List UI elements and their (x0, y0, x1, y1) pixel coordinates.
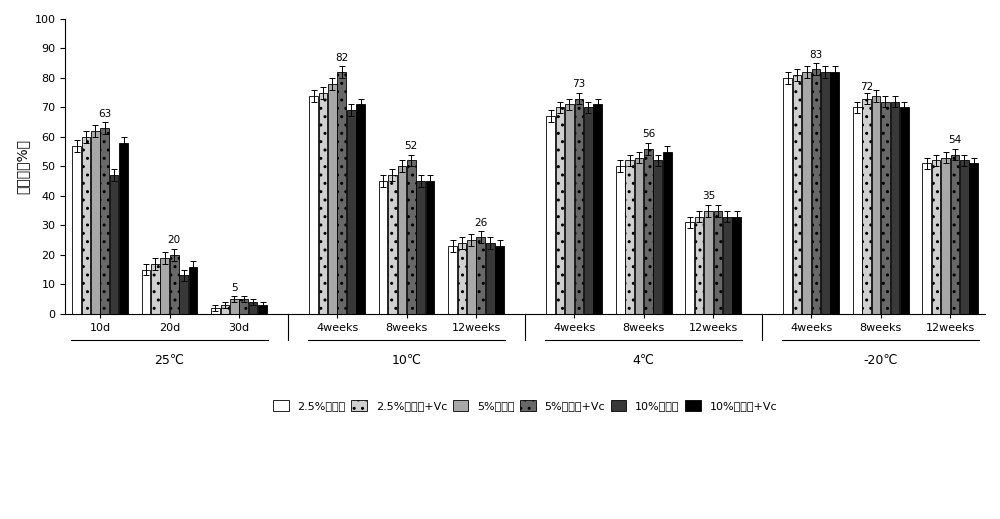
Text: 25℃: 25℃ (155, 353, 184, 366)
Bar (941, 158, 950, 314)
Bar (932, 160, 940, 314)
Text: 54: 54 (948, 135, 962, 145)
Bar (337, 72, 346, 314)
Bar (476, 237, 485, 314)
Bar (179, 276, 188, 314)
Bar (448, 246, 457, 314)
Bar (467, 240, 476, 314)
Legend: 2.5%海藻糖, 2.5%海藻糖+Vc, 5%海藻糖, 5%海藻糖+Vc, 10%海藻糖, 10%海藻糖+Vc: 2.5%海藻糖, 2.5%海藻糖+Vc, 5%海藻糖, 5%海藻糖+Vc, 10… (270, 397, 781, 414)
Bar (653, 160, 662, 314)
Text: 56: 56 (642, 129, 655, 139)
Bar (556, 107, 564, 314)
Bar (495, 246, 504, 314)
Bar (584, 107, 593, 314)
Bar (575, 99, 583, 314)
Bar (221, 305, 229, 314)
Bar (704, 211, 713, 314)
Bar (239, 299, 248, 314)
Bar (732, 216, 741, 314)
Text: 4℃: 4℃ (633, 353, 655, 366)
Bar (723, 216, 732, 314)
Bar (426, 181, 434, 314)
Text: 82: 82 (335, 52, 348, 63)
Bar (379, 181, 387, 314)
Bar (170, 255, 179, 314)
Bar (853, 107, 862, 314)
Bar (309, 95, 318, 314)
Bar (416, 181, 425, 314)
Bar (830, 72, 839, 314)
Bar (258, 305, 267, 314)
Text: 52: 52 (405, 141, 418, 151)
Bar (319, 93, 327, 314)
Bar (922, 163, 931, 314)
Bar (951, 155, 959, 314)
Bar (110, 175, 118, 314)
Bar (249, 302, 257, 314)
Y-axis label: 存活率（%）: 存活率（%） (15, 139, 29, 194)
Bar (625, 160, 634, 314)
Bar (862, 99, 871, 314)
Text: 63: 63 (98, 108, 111, 119)
Bar (486, 243, 495, 314)
Bar (72, 146, 81, 314)
Bar (347, 111, 356, 314)
Text: 5: 5 (231, 282, 238, 293)
Bar (695, 216, 703, 314)
Bar (230, 299, 239, 314)
Bar (714, 211, 722, 314)
Text: 72: 72 (860, 82, 873, 92)
Text: 26: 26 (474, 217, 487, 228)
Bar (119, 143, 128, 314)
Bar (142, 269, 150, 314)
Bar (891, 102, 899, 314)
Bar (872, 95, 880, 314)
Text: 20: 20 (168, 236, 181, 245)
Bar (881, 102, 890, 314)
Text: -20℃: -20℃ (864, 353, 898, 366)
Bar (969, 163, 978, 314)
Text: 73: 73 (572, 79, 586, 89)
Bar (189, 267, 197, 314)
Bar (91, 131, 100, 314)
Bar (635, 158, 643, 314)
Bar (812, 69, 820, 314)
Bar (100, 128, 109, 314)
Bar (211, 308, 220, 314)
Bar (685, 223, 694, 314)
Bar (783, 78, 792, 314)
Bar (960, 160, 969, 314)
Text: 35: 35 (702, 191, 715, 201)
Bar (160, 258, 169, 314)
Bar (398, 167, 406, 314)
Bar (900, 107, 909, 314)
Bar (821, 72, 830, 314)
Bar (565, 104, 574, 314)
Bar (356, 104, 365, 314)
Bar (82, 137, 90, 314)
Bar (663, 152, 672, 314)
Text: 83: 83 (809, 50, 823, 60)
Bar (616, 167, 625, 314)
Bar (458, 243, 466, 314)
Bar (793, 75, 801, 314)
Bar (151, 264, 160, 314)
Bar (388, 175, 397, 314)
Bar (407, 160, 416, 314)
Bar (546, 116, 555, 314)
Bar (802, 72, 811, 314)
Bar (328, 84, 337, 314)
Bar (593, 104, 602, 314)
Text: 10℃: 10℃ (392, 353, 422, 366)
Bar (644, 149, 653, 314)
